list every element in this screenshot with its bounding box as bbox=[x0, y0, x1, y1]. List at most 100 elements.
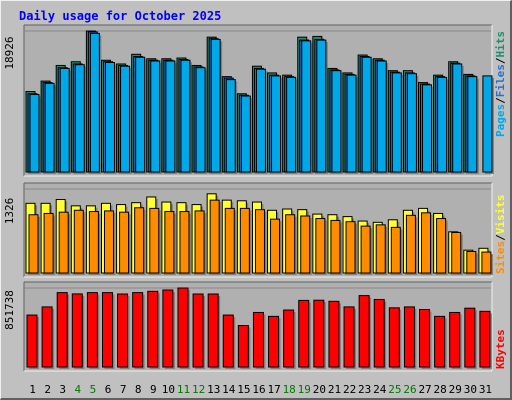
bar-kbytes-day-30 bbox=[464, 307, 476, 368]
x-tick-day-16: 16 bbox=[252, 383, 265, 396]
bar-pages-day-6 bbox=[104, 61, 115, 173]
x-tick-day-3: 3 bbox=[59, 383, 66, 396]
bar-pages-day-26 bbox=[406, 73, 417, 173]
bar-kbytes-day-23 bbox=[358, 295, 370, 368]
bar-sites-day-2 bbox=[43, 212, 54, 274]
x-tick-day-24: 24 bbox=[373, 383, 387, 396]
bar-sites-day-23 bbox=[360, 225, 371, 274]
x-tick-day-6: 6 bbox=[105, 383, 112, 396]
x-tick-day-11: 11 bbox=[177, 383, 190, 396]
bar-pages-day-31 bbox=[482, 75, 493, 173]
legend-kbytes-word-1: KBytes bbox=[494, 329, 507, 369]
bar-kbytes-day-19 bbox=[298, 299, 310, 368]
x-tick-day-5: 5 bbox=[90, 383, 97, 396]
bar-pages-day-14 bbox=[225, 79, 236, 173]
bar-sites-day-1 bbox=[28, 214, 39, 274]
bar-pages-day-16 bbox=[255, 68, 266, 173]
bar-pages-day-2 bbox=[44, 82, 55, 173]
bar-kbytes-day-26 bbox=[403, 306, 415, 368]
bar-kbytes-day-22 bbox=[343, 306, 355, 368]
bar-pages-day-9 bbox=[150, 60, 161, 173]
bar-kbytes-day-10 bbox=[162, 289, 174, 368]
bar-sites-day-10 bbox=[164, 211, 175, 274]
bar-sites-day-24 bbox=[375, 224, 386, 274]
bar-pages-day-27 bbox=[422, 84, 433, 173]
bar-kbytes-day-25 bbox=[388, 307, 400, 368]
x-tick-day-28: 28 bbox=[434, 383, 447, 396]
bar-pages-day-1 bbox=[29, 94, 40, 173]
x-tick-day-15: 15 bbox=[237, 383, 250, 396]
bar-sites-day-20 bbox=[315, 218, 326, 274]
bar-sites-day-31 bbox=[481, 251, 492, 274]
bar-sites-day-19 bbox=[300, 215, 311, 274]
bar-pages-day-7 bbox=[120, 65, 131, 173]
bar-kbytes-day-31 bbox=[479, 310, 491, 368]
bar-kbytes-day-9 bbox=[147, 290, 159, 368]
bar-pages-day-23 bbox=[361, 56, 372, 173]
bar-pages-day-17 bbox=[271, 75, 282, 173]
legend-pages-files-hits-word-5: Hits bbox=[494, 31, 507, 58]
bar-pages-day-24 bbox=[376, 60, 387, 173]
bar-sites-day-8 bbox=[134, 207, 145, 274]
bar-pages-day-20 bbox=[316, 39, 327, 173]
bar-kbytes-day-28 bbox=[434, 315, 446, 368]
chart-title: Daily usage for October 2025 bbox=[19, 9, 222, 23]
x-tick-day-12: 12 bbox=[192, 383, 205, 396]
x-tick-day-22: 22 bbox=[343, 383, 356, 396]
bar-sites-day-22 bbox=[345, 221, 356, 274]
bar-kbytes-day-29 bbox=[449, 311, 461, 368]
bar-kbytes-day-21 bbox=[328, 300, 340, 368]
bar-sites-day-26 bbox=[405, 214, 416, 274]
legend-sites-visits-word-1: Sites bbox=[494, 241, 507, 274]
bar-kbytes-day-13 bbox=[207, 293, 219, 368]
bar-kbytes-day-5 bbox=[86, 292, 98, 368]
x-tick-day-2: 2 bbox=[44, 383, 51, 396]
x-tick-day-25: 25 bbox=[388, 383, 401, 396]
bar-pages-day-8 bbox=[135, 56, 146, 173]
x-tick-day-21: 21 bbox=[328, 383, 341, 396]
bar-kbytes-day-15 bbox=[237, 325, 249, 368]
x-tick-day-31: 31 bbox=[479, 383, 492, 396]
legend-pages-files-hits: Pages/Files/Hits bbox=[494, 31, 507, 137]
bar-kbytes-day-14 bbox=[222, 314, 234, 368]
x-tick-day-27: 27 bbox=[418, 383, 431, 396]
bar-pages-day-12 bbox=[195, 67, 206, 173]
bar-kbytes-day-20 bbox=[313, 299, 325, 368]
bar-kbytes-day-2 bbox=[41, 306, 53, 368]
x-tick-day-4: 4 bbox=[75, 383, 82, 396]
bar-kbytes-day-16 bbox=[252, 311, 264, 368]
bar-kbytes-day-27 bbox=[419, 308, 431, 368]
bar-pages-day-28 bbox=[437, 76, 448, 173]
bottom-axis-max-label: 851738 bbox=[3, 290, 16, 330]
bar-sites-day-18 bbox=[285, 214, 296, 274]
bar-pages-day-22 bbox=[346, 74, 357, 173]
x-tick-day-17: 17 bbox=[267, 383, 280, 396]
bar-pages-day-18 bbox=[286, 76, 297, 173]
bar-sites-day-15 bbox=[239, 207, 250, 274]
legend-sites-visits: Sites/Visits bbox=[494, 195, 507, 275]
bar-sites-day-12 bbox=[194, 210, 205, 274]
bar-kbytes-day-17 bbox=[268, 315, 280, 368]
bar-pages-day-25 bbox=[391, 72, 402, 173]
x-tick-day-18: 18 bbox=[283, 383, 296, 396]
x-tick-day-1: 1 bbox=[29, 383, 36, 396]
bar-pages-day-13 bbox=[210, 38, 221, 173]
bar-kbytes-day-3 bbox=[56, 292, 68, 368]
mid-axis-max-label: 1326 bbox=[3, 198, 16, 225]
bar-kbytes-day-18 bbox=[283, 309, 295, 368]
bar-sites-day-14 bbox=[224, 207, 235, 274]
bar-sites-day-21 bbox=[330, 219, 341, 274]
legend-sites-visits-word-2: / bbox=[494, 234, 507, 241]
x-tick-day-9: 9 bbox=[150, 383, 157, 396]
bar-sites-day-11 bbox=[179, 211, 190, 274]
bar-pages-day-5 bbox=[89, 32, 100, 173]
bar-sites-day-30 bbox=[466, 250, 477, 274]
bar-kbytes-day-8 bbox=[132, 292, 144, 368]
bar-kbytes-day-11 bbox=[177, 287, 189, 368]
x-tick-day-7: 7 bbox=[120, 383, 127, 396]
bar-pages-day-19 bbox=[301, 40, 312, 173]
bar-sites-day-28 bbox=[436, 218, 447, 274]
legend-sites-visits-word-3: Visits bbox=[494, 195, 507, 235]
